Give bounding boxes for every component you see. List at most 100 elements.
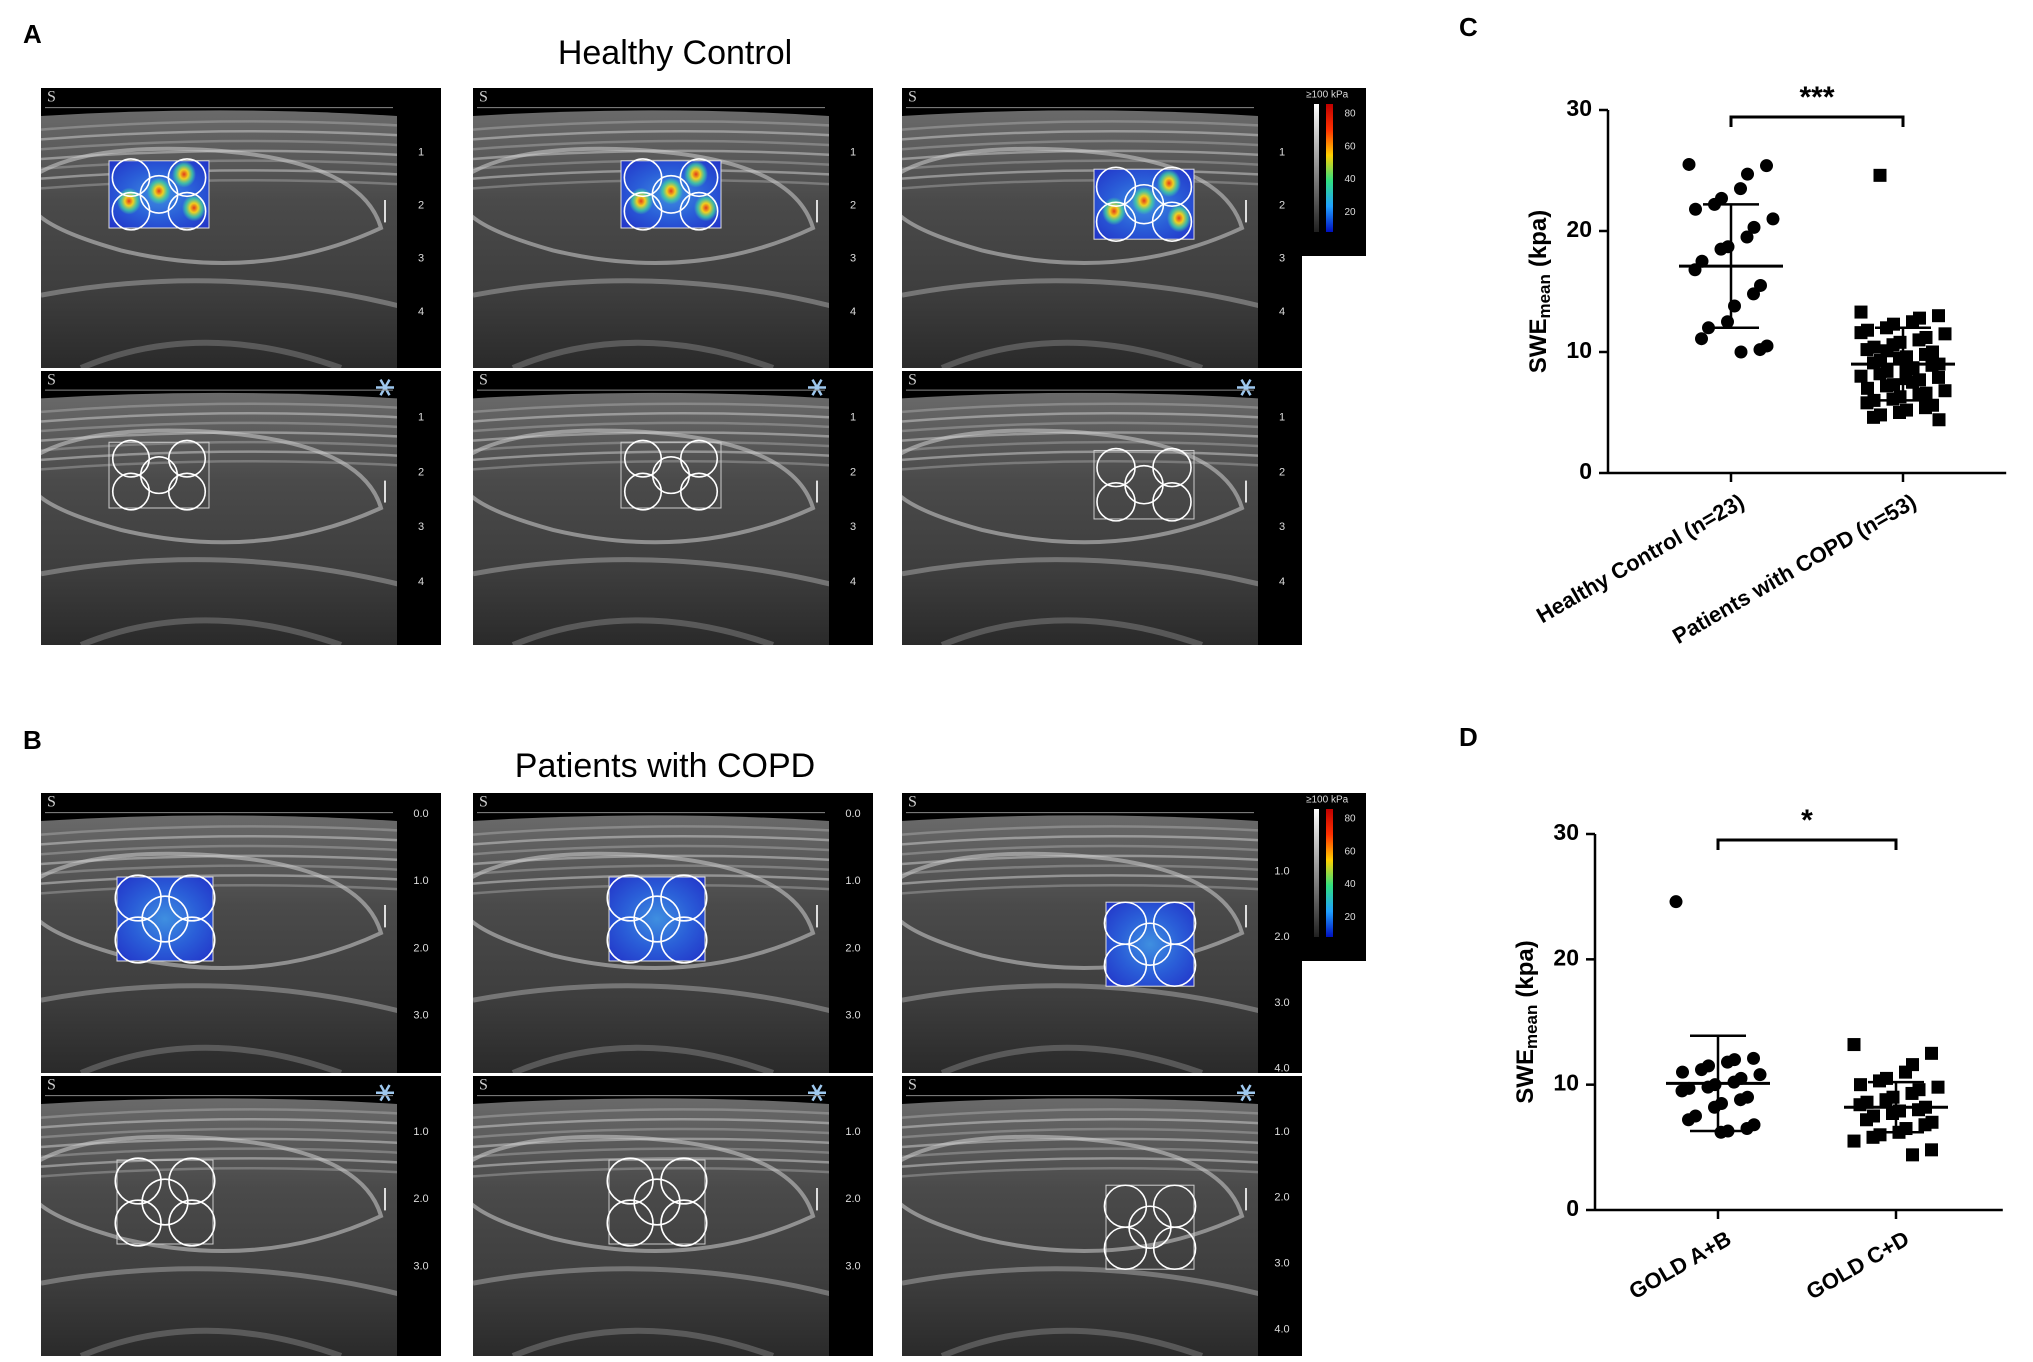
fascia: [41, 460, 397, 471]
roi-circle: [167, 472, 207, 511]
stiffness-spot: [1157, 169, 1181, 198]
fascia: [41, 178, 397, 190]
fascia: [902, 440, 1258, 452]
muscle-outline: [902, 851, 1245, 970]
data-point: [1695, 1063, 1708, 1077]
freeze-icon: [811, 379, 823, 396]
panel-label: A: [23, 19, 42, 49]
fascia: [902, 412, 1258, 423]
deep-fascia: [41, 557, 397, 587]
freeze-icon: [1240, 379, 1252, 396]
roi-circle: [139, 456, 179, 495]
deep-fascia: [473, 278, 829, 309]
bone-shadow: [940, 339, 1204, 368]
bone-shadow: [79, 617, 342, 645]
ultrasound-image: S 1 2 3 4: [473, 371, 873, 645]
ultrasound-image: S 1 2 3 4: [41, 371, 441, 645]
data-point: [1714, 242, 1728, 256]
fascia: [902, 825, 1258, 836]
data-point: [1689, 202, 1702, 216]
y-tick-label: 30: [1553, 819, 1579, 845]
fascia: [902, 139, 1258, 151]
ultrasound-image: S0.01.02.03.00.0: [41, 793, 441, 1089]
probe-mark: S: [47, 1077, 56, 1094]
roi-circle: [1103, 943, 1148, 987]
sd-bar: [1703, 203, 1759, 330]
probe-mark: S: [47, 372, 56, 389]
data-point: [1932, 413, 1946, 427]
depth-label: 4: [1279, 306, 1285, 318]
bone-shadow: [511, 1044, 775, 1073]
roi-outline: [620, 441, 722, 509]
depth-label: 4.0: [1274, 1323, 1289, 1335]
colorbar-label: 60: [1344, 846, 1356, 857]
stiffness-spot: [629, 187, 653, 215]
deep-fascia: [902, 1266, 1258, 1297]
data-point: [1938, 327, 1952, 341]
tissue-field: [473, 392, 829, 645]
roi-circle: [606, 874, 654, 922]
muscle-outline: [902, 146, 1245, 265]
tissue-field: [473, 1098, 829, 1356]
roi-circle: [1152, 482, 1192, 522]
y-label-unit: (kpa): [1525, 210, 1552, 267]
fascia: [41, 883, 397, 895]
fascia: [41, 1117, 397, 1129]
data-point: [1854, 369, 1868, 383]
roi-circle: [606, 1199, 654, 1247]
fascia: [473, 1108, 829, 1119]
muscle-outline: [41, 146, 384, 265]
data-point: [1893, 406, 1906, 419]
data-point: [1931, 1080, 1945, 1094]
depth-label: 0.0: [413, 808, 428, 820]
colorbar-unit: ≥100 kPa: [1306, 90, 1349, 101]
freeze-icon: [379, 379, 391, 396]
tissue: [41, 392, 397, 645]
stiffness-spot: [1132, 186, 1156, 215]
depth-label: 1.0: [845, 1126, 860, 1138]
fascia: [41, 874, 397, 885]
probe-mark: S: [908, 794, 917, 811]
data-point: [1867, 410, 1880, 424]
gray-bar: [1314, 104, 1319, 232]
data-point: [1847, 1038, 1861, 1052]
deep-fascia: [902, 983, 1258, 1014]
y-tick-label: 0: [1579, 458, 1592, 484]
depth-label: 3.0: [413, 1260, 428, 1272]
roi-circle: [1096, 482, 1136, 522]
depth-label: 3: [850, 253, 856, 265]
tissue: [902, 110, 1258, 368]
y-tick-label: 10: [1553, 1070, 1579, 1096]
muscle-outline: [473, 428, 816, 545]
fascia: [473, 1147, 829, 1159]
tissue-field: [902, 1098, 1258, 1356]
roi-circle: [1151, 201, 1193, 242]
bone-shadow: [79, 1044, 343, 1073]
ultrasound-image: S 1 2 3 4: [41, 88, 441, 368]
fascia: [473, 1127, 829, 1139]
muscle-outline: [41, 1134, 384, 1253]
depth-label: 4: [850, 306, 856, 318]
x-tick-label: GOLD A+B: [1625, 1226, 1736, 1304]
data-point: [1734, 182, 1747, 196]
stiffness-spot: [684, 160, 708, 188]
tissue-field: [41, 1098, 397, 1356]
fascia: [473, 1166, 829, 1178]
data-point: [1721, 1055, 1734, 1069]
fascia: [902, 883, 1258, 895]
y-tick-label: 10: [1566, 337, 1592, 363]
roi-circle: [606, 1157, 654, 1205]
depth-label: 1.0: [1274, 865, 1289, 877]
depth-label: 1: [850, 146, 856, 158]
fascia: [902, 834, 1258, 846]
data-point: [1861, 381, 1874, 395]
data-point: [1873, 168, 1887, 182]
fascia: [41, 1108, 397, 1119]
muscle-outline: [473, 146, 816, 265]
sd-bar: [1868, 1080, 1924, 1134]
probe-mark: S: [479, 1077, 488, 1094]
roi-circle: [168, 916, 216, 964]
data-point: [1753, 1068, 1767, 1082]
stiffness-spot: [182, 194, 206, 222]
tissue-field: [902, 392, 1258, 645]
